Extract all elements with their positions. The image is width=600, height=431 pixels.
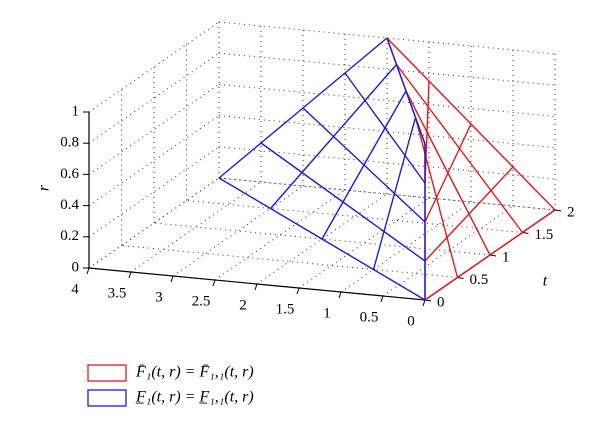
x-tick-label: 2 xyxy=(239,297,247,313)
mesh-line xyxy=(260,142,426,262)
tick-mark xyxy=(522,232,529,234)
x-tick-label: 1.5 xyxy=(276,301,295,317)
grid-line xyxy=(382,205,514,297)
grid-line xyxy=(298,197,430,289)
r-tick-label: 0.6 xyxy=(60,166,79,182)
tick-mark xyxy=(86,267,90,275)
tick-mark xyxy=(212,279,216,287)
grid-line xyxy=(172,185,304,277)
t-axis-label: t xyxy=(543,273,548,290)
tick-mark xyxy=(128,271,132,279)
t-tick-label: 0 xyxy=(437,294,445,310)
legend-label: F̄₁(t, r) = F̄₁,₁(t, r) xyxy=(135,364,254,381)
x-tick-label: 0 xyxy=(407,313,415,329)
r-tick-label: 1 xyxy=(72,103,80,119)
tick-mark xyxy=(422,299,426,307)
x-tick-label: 1 xyxy=(323,305,331,321)
x-tick-label: 3 xyxy=(155,289,163,305)
mesh-line xyxy=(302,107,426,223)
x-tick-label: 4 xyxy=(71,281,79,297)
mesh-line xyxy=(424,123,472,223)
mesh-line xyxy=(344,72,426,184)
grid-line xyxy=(88,52,220,144)
legend-swatch xyxy=(87,364,127,382)
mesh-line xyxy=(218,177,426,301)
r-tick-label: 0.2 xyxy=(60,228,79,244)
t-tick-label: 0.5 xyxy=(470,272,489,288)
tick-mark xyxy=(424,299,432,302)
tick-mark xyxy=(338,291,342,299)
r-axis-label: r xyxy=(36,184,53,191)
t-tick-label: 1 xyxy=(502,249,510,265)
r-tick-label: 0.4 xyxy=(60,197,79,213)
grid-line xyxy=(121,245,458,278)
grid-line xyxy=(218,83,556,117)
x-tick-label: 3.5 xyxy=(108,285,127,301)
r-tick-label: 0 xyxy=(72,259,80,275)
grid-line xyxy=(186,200,523,233)
x-tick-label: 2.5 xyxy=(192,293,211,309)
r-tick-label: 0.8 xyxy=(60,135,79,151)
tick-mark xyxy=(296,287,300,295)
tick-mark xyxy=(254,283,258,291)
tick-mark xyxy=(457,277,464,279)
legend-swatch xyxy=(87,389,127,407)
mesh-line xyxy=(424,209,556,301)
tick-mark xyxy=(554,209,562,212)
mesh-line xyxy=(386,37,426,145)
t-tick-label: 1.5 xyxy=(535,227,554,243)
tick-mark xyxy=(380,295,384,303)
tick-mark xyxy=(170,275,174,283)
mesh-line xyxy=(424,166,514,262)
grid-line xyxy=(88,146,220,238)
tick-mark xyxy=(489,254,497,257)
t-tick-label: 2 xyxy=(567,204,575,220)
x-tick-label: 0.5 xyxy=(360,309,379,325)
x-axis xyxy=(88,267,426,301)
legend-label: F̲₁(t, r) = F̲₁,₁(t, r) xyxy=(135,389,254,406)
